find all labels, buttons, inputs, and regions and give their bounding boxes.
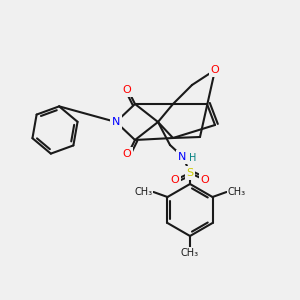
Text: O: O (123, 149, 131, 159)
Text: O: O (123, 85, 131, 95)
Text: N: N (112, 117, 120, 127)
Text: H: H (189, 153, 196, 163)
Text: S: S (186, 168, 194, 178)
Text: CH₃: CH₃ (134, 187, 152, 197)
Text: O: O (211, 65, 219, 75)
Text: CH₃: CH₃ (227, 187, 246, 197)
Text: O: O (201, 175, 209, 185)
Text: O: O (171, 175, 179, 185)
Text: N: N (178, 152, 186, 162)
Text: CH₃: CH₃ (181, 248, 199, 258)
